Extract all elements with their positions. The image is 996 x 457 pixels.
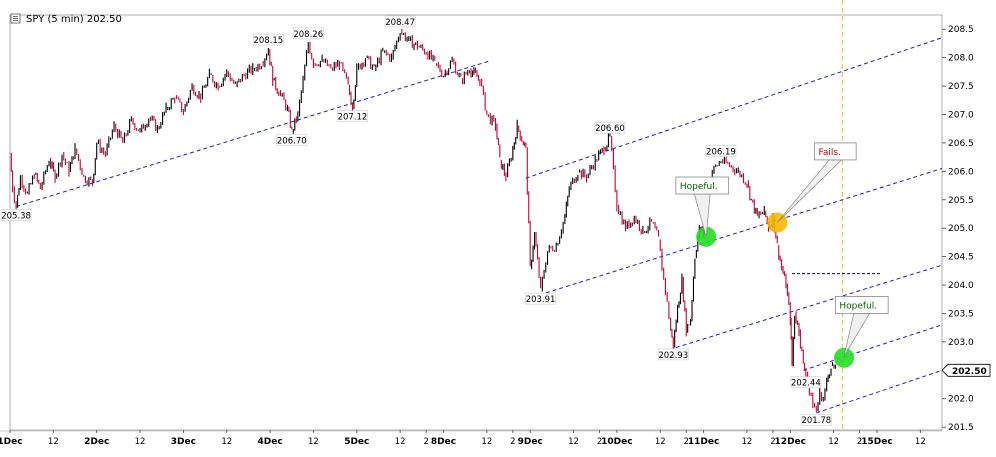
x-date-label: 5Dec (344, 437, 369, 447)
x-hour-label: 2 (510, 437, 515, 447)
value-label-box (790, 376, 822, 389)
y-tick-label: 208.5 (948, 25, 974, 35)
value-label-box (384, 15, 416, 28)
x-hour-label: 12 (655, 437, 666, 447)
x-hour-label: 2 (857, 437, 862, 447)
x-date-label: 8Dec (431, 437, 456, 447)
axis-layer: 201.5202.0202.5203.0203.5204.0204.5205.0… (0, 25, 991, 447)
callout-text: Fails. (819, 148, 841, 158)
channel-line (675, 264, 943, 349)
value-label: 208.47 (385, 18, 415, 28)
x-hour-label: 12 (395, 437, 406, 447)
y-tick-label: 207.0 (948, 110, 974, 120)
value-label: 203.91 (526, 295, 556, 305)
callout-box (834, 296, 889, 314)
x-hour-label: 12 (221, 437, 232, 447)
chart-title: SPY (5 min) 202.50 (26, 14, 122, 25)
callout-text: Hopeful. (839, 301, 877, 311)
x-hour-label: 12 (828, 437, 839, 447)
x-hour-label: 2 (423, 437, 428, 447)
value-label: 202.93 (658, 351, 688, 361)
x-date-label: 1Dec (0, 437, 23, 447)
value-label-box (337, 110, 368, 122)
current-price-label: 202.50 (952, 367, 987, 377)
value-label-box (594, 121, 626, 134)
value-label: 206.60 (595, 124, 625, 134)
label-layer: 205.38 208.15 206.70 208.26 207.12 208.47 203.… (0, 15, 889, 426)
y-tick-label: 205.5 (948, 196, 974, 206)
value-label: 206.19 (706, 148, 736, 158)
x-hour-label: 2 (770, 437, 775, 447)
y-tick-label: 206.5 (948, 139, 974, 149)
channel-line (816, 369, 943, 414)
x-hour-label: 12 (48, 437, 59, 447)
channel-line (15, 60, 492, 208)
plot-frame (0, 14, 943, 432)
value-label-box (705, 145, 737, 157)
y-tick-label: 205.0 (948, 224, 974, 234)
value-label: 206.70 (277, 137, 307, 147)
x-date-label: 3Dec (171, 437, 196, 447)
value-label-box (657, 348, 689, 361)
x-hour-label: 12 (481, 437, 492, 447)
value-label-box (0, 209, 32, 221)
x-date-label: 9Dec (518, 437, 543, 447)
x-hour-label: 2 (684, 437, 689, 447)
value-label-box (292, 27, 324, 40)
value-label: 207.12 (338, 113, 368, 123)
x-hour-label: 12 (135, 437, 146, 447)
x-hour-label: 12 (568, 437, 579, 447)
y-tick-label: 207.5 (948, 82, 974, 92)
y-tick-label: 206.0 (948, 167, 974, 177)
y-tick-label: 208.0 (948, 54, 974, 64)
callout-box (675, 176, 730, 195)
value-label: 202.44 (791, 379, 821, 389)
plot-border (9, 14, 943, 431)
signal-marker (834, 347, 855, 368)
callout-box (814, 142, 857, 161)
value-label: 201.78 (801, 416, 831, 426)
value-label: 205.38 (1, 212, 31, 222)
y-tick-label: 204.0 (948, 281, 974, 291)
x-hour-label: 12 (742, 437, 753, 447)
x-date-label: 10Dec (601, 437, 632, 447)
channel-line (803, 324, 943, 371)
value-label: 208.26 (293, 30, 323, 40)
y-tick-label: 204.5 (948, 253, 974, 263)
x-hour-label: 12 (915, 437, 926, 447)
x-date-label: 15Dec (861, 437, 892, 447)
x-date-label: 4Dec (258, 437, 283, 447)
value-label-box (276, 134, 308, 146)
price-layer (10, 28, 836, 412)
callout-text: Hopeful. (680, 182, 718, 192)
y-tick-label: 203.5 (948, 309, 974, 319)
value-label-box (253, 33, 284, 46)
channel-layer (15, 37, 943, 414)
x-hour-label: 2 (597, 437, 602, 447)
value-label: 208.15 (253, 36, 283, 46)
x-date-label: 11Dec (688, 437, 719, 447)
x-hour-label: 12 (308, 437, 319, 447)
y-tick-label: 201.5 (948, 423, 974, 433)
y-tick-label: 202.0 (948, 395, 974, 405)
current-price-badge (941, 363, 991, 377)
y-tick-label: 203.0 (948, 338, 974, 348)
value-label-box (525, 292, 556, 305)
channel-line (525, 37, 943, 179)
chart-menu-icon[interactable] (10, 13, 21, 24)
channel-line (525, 168, 943, 300)
value-label-box (800, 413, 832, 426)
x-date-label: 2Dec (84, 437, 109, 447)
x-date-label: 12Dec (775, 437, 806, 447)
